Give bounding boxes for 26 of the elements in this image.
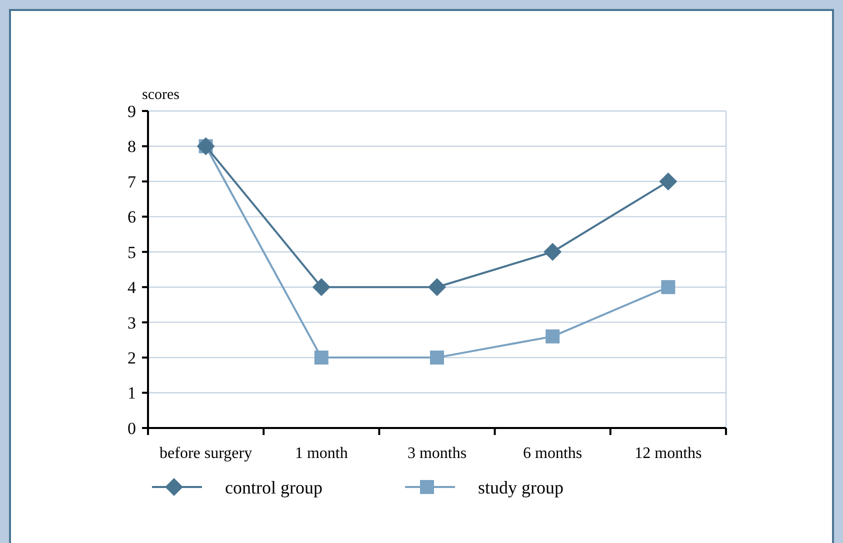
- y-axis-title: scores: [142, 87, 180, 103]
- x-tick-label: 1 month: [294, 445, 348, 462]
- x-tick-label: 6 months: [523, 445, 582, 462]
- point: [312, 278, 330, 296]
- legend-label: control group: [225, 477, 322, 498]
- y-tick-label: 4: [128, 278, 136, 298]
- point: [659, 172, 678, 190]
- y-tick-label: 2: [128, 348, 136, 368]
- point: [314, 350, 328, 365]
- point: [544, 242, 562, 261]
- y-tick-label: 8: [128, 137, 136, 156]
- y-tick-label: 7: [128, 172, 136, 192]
- point: [430, 350, 444, 365]
- point: [546, 329, 560, 344]
- y-tick-label: 1: [128, 384, 136, 403]
- point: [428, 278, 446, 296]
- x-tick-label: before surgery: [160, 445, 252, 462]
- y-tick-label: 6: [128, 208, 136, 227]
- y-tick-label: 3: [128, 313, 136, 332]
- y-tick-label: 0: [128, 418, 136, 438]
- y-tick-label: 5: [128, 242, 136, 262]
- y-tick-label: 9: [128, 102, 136, 121]
- legend-label: study group: [478, 477, 564, 498]
- x-tick-label: 3 months: [407, 445, 467, 462]
- point: [661, 280, 676, 294]
- x-tick-label: 12 months: [634, 445, 702, 462]
